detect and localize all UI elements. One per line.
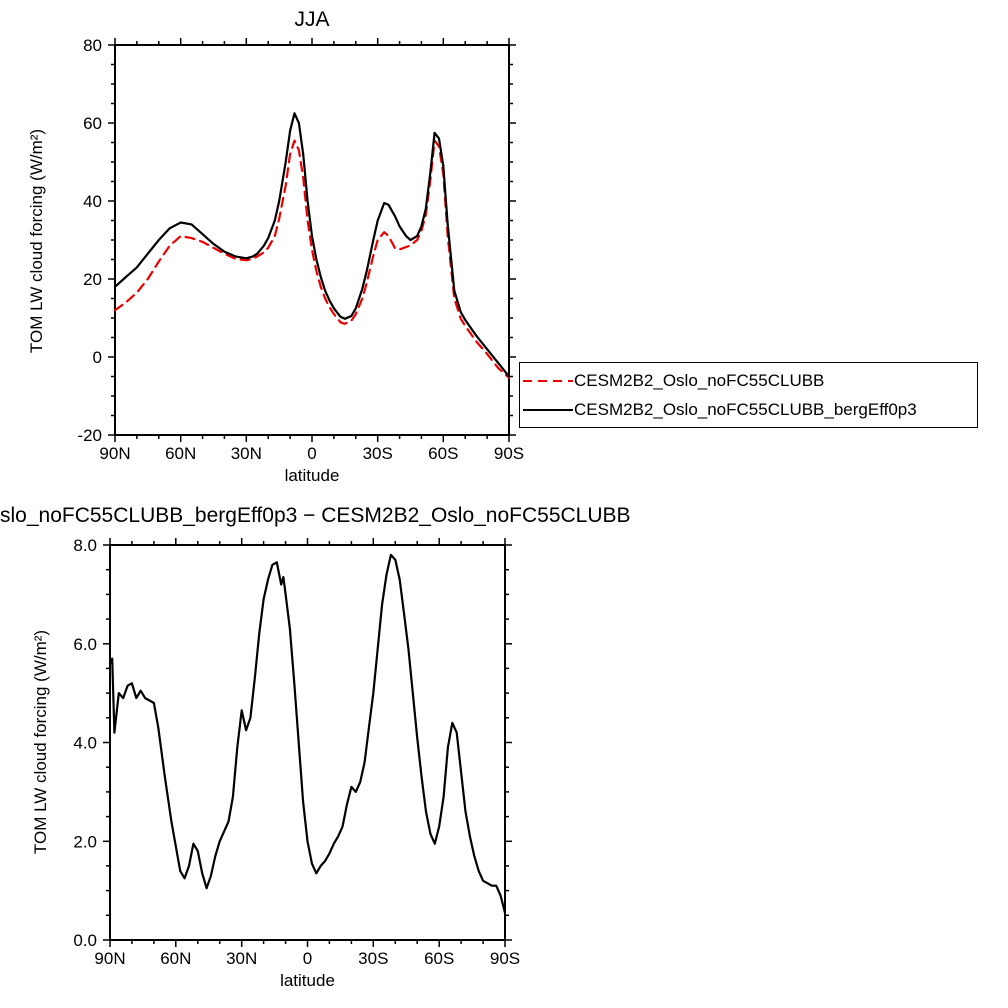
x-tick-label: 30N [226, 949, 257, 968]
y-tick-label: 40 [83, 192, 102, 211]
x-tick-label: 90S [494, 444, 524, 463]
y-tick-label: 4.0 [73, 734, 97, 753]
plot-border [114, 44, 510, 436]
series-line [108, 553, 507, 914]
y-tick-label: 80 [83, 36, 102, 55]
top-chart-x-axis-label: latitude [284, 466, 340, 485]
series-line [113, 112, 511, 378]
legend-row: CESM2B2_Oslo_noFC55CLUBB_bergEff0p3 [523, 395, 977, 424]
bottom-chart-y-axis-label: TOM LW cloud forcing (W/m²) [31, 629, 50, 855]
bottom-chart: 90N 60N 30N 0 30S 60S 90S 0.0 2.0 4.0 6.0 8.0 [73, 536, 520, 968]
bottom-chart-title: slo_noFC55CLUBB_bergEff0p3 − CESM2B2_Osl… [0, 504, 631, 527]
x-tick-label: 60S [424, 949, 454, 968]
y-tick-label: 2.0 [73, 832, 97, 851]
y-tick-label: 20 [83, 270, 102, 289]
top-chart-y-axis-label: TOM LW cloud forcing (W/m²) [27, 128, 46, 354]
y-tick-label: 0.0 [73, 931, 97, 950]
y-tick-label: -20 [77, 426, 102, 445]
legend-row: CESM2B2_Oslo_noFC55CLUBB [523, 366, 977, 395]
plot-border [109, 544, 506, 941]
x-tick-label: 90N [94, 949, 125, 968]
bottom-chart-x-axis-label: latitude [280, 971, 335, 990]
black-solid-line-sample [523, 408, 573, 411]
red-dashed-line-sample [523, 379, 573, 382]
x-tick-label: 30S [363, 444, 393, 463]
x-tick-label: 90S [490, 949, 520, 968]
top-chart: 90N 60N 30N 0 30S 60S 90S -20 0 20 40 60 80 [77, 36, 524, 463]
y-tick-label: 6.0 [73, 635, 97, 654]
x-tick-label: 60N [160, 949, 191, 968]
y-tick-label: 0 [93, 348, 102, 367]
x-tick-label: 60N [165, 444, 196, 463]
x-tick-label: 90N [99, 444, 130, 463]
x-tick-label: 30N [231, 444, 262, 463]
x-tick-label: 0 [307, 444, 316, 463]
legend-label: CESM2B2_Oslo_noFC55CLUBB_bergEff0p3 [574, 399, 917, 419]
legend-label: CESM2B2_Oslo_noFC55CLUBB [574, 370, 825, 390]
x-tick-label: 30S [358, 949, 388, 968]
x-tick-label: 0 [303, 949, 312, 968]
x-tick-label: 60S [428, 444, 458, 463]
y-tick-label: 60 [83, 114, 102, 133]
legend-box: CESM2B2_Oslo_noFC55CLUBB CESM2B2_Oslo_no… [519, 362, 978, 428]
y-tick-label: 8.0 [73, 536, 97, 555]
series-line [113, 139, 511, 379]
top-chart-title: JJA [294, 8, 330, 31]
